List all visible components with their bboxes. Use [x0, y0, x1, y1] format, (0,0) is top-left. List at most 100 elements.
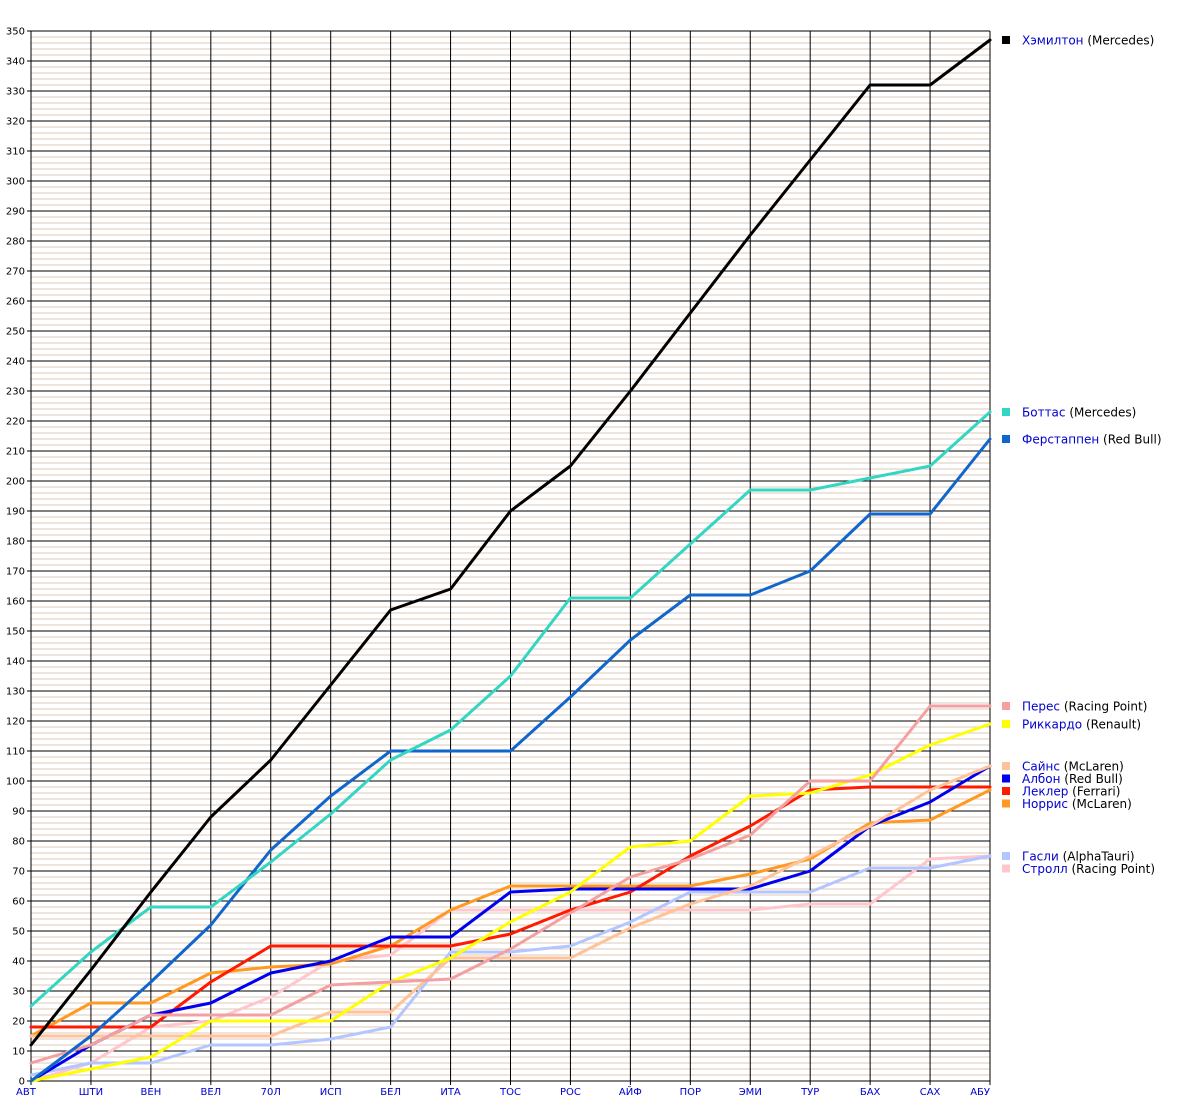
y-tick-label: 200	[6, 477, 25, 488]
y-tick-label: 310	[6, 147, 25, 158]
legend-driver-name: Риккардо	[1022, 718, 1086, 732]
legend-entry: Хэмилтон (Mercedes)	[1002, 34, 1154, 48]
y-tick-label: 120	[6, 717, 25, 728]
legend-label: Леклер (Ferrari)	[1022, 785, 1120, 799]
series-line	[29, 722, 992, 1083]
legend-swatch	[1002, 762, 1010, 770]
x-tick-label: ВЕН	[141, 1087, 162, 1098]
y-tick-label: 270	[6, 267, 25, 278]
series-line	[29, 854, 992, 1077]
y-tick-label: 280	[6, 237, 25, 248]
x-tick-label: ЭМИ	[739, 1087, 762, 1098]
legend-team-name: (Renault)	[1086, 718, 1141, 732]
y-tick-label: 340	[6, 57, 25, 68]
legend-label: Гасли (AlphaTauri)	[1022, 850, 1135, 864]
series-line	[29, 764, 992, 1083]
legend-swatch	[1002, 702, 1010, 710]
series-line	[29, 437, 992, 1083]
y-tick-label: 320	[6, 117, 25, 128]
legend-entry: Перес (Racing Point)	[1002, 700, 1147, 714]
legend-swatch	[1002, 787, 1010, 795]
axes	[27, 30, 991, 1085]
series-line	[29, 38, 992, 1047]
x-tick-label: САХ	[920, 1087, 941, 1098]
y-tick-label: 100	[6, 777, 25, 788]
legend-entry: Албон (Red Bull)	[1002, 772, 1123, 786]
y-tick-label: 330	[6, 87, 25, 98]
series-line	[29, 704, 992, 1065]
y-tick-label: 50	[12, 927, 25, 938]
x-tick-label: ТУР	[800, 1087, 819, 1098]
y-tick-label: 230	[6, 387, 25, 398]
legend-team-name: (Racing Point)	[1064, 700, 1148, 714]
y-tick-label: 130	[6, 687, 25, 698]
y-tick-label: 160	[6, 597, 25, 608]
y-tick-label: 190	[6, 507, 25, 518]
y-tick-label: 210	[6, 447, 25, 458]
x-tick-label: АБУ	[970, 1087, 990, 1098]
y-tick-label: 110	[6, 747, 25, 758]
legend-swatch	[1002, 720, 1010, 728]
legend-entry: Сайнс (McLaren)	[1002, 760, 1124, 774]
legend-team-name: (Mercedes)	[1069, 406, 1136, 420]
legend-entry: Леклер (Ferrari)	[1002, 785, 1120, 799]
legend-label: Сайнс (McLaren)	[1022, 760, 1124, 774]
x-tick-label: ИСП	[320, 1087, 342, 1098]
legend-team-name: (McLaren)	[1064, 760, 1124, 774]
legend-label: Албон (Red Bull)	[1022, 772, 1123, 786]
y-tick-label: 70	[12, 867, 25, 878]
series-line	[29, 854, 992, 1083]
x-tick-label: АВТ	[16, 1087, 37, 1098]
y-tick-label: 240	[6, 357, 25, 368]
legend-swatch	[1002, 774, 1010, 783]
x-tick-label: ВЕЛ	[200, 1087, 221, 1098]
series-line	[29, 785, 992, 1029]
legend-driver-name: Стролл	[1022, 862, 1071, 876]
legend: Хэмилтон (Mercedes)Боттас (Mercedes)Ферс…	[1002, 34, 1162, 876]
legend-driver-name: Албон	[1022, 772, 1064, 786]
y-tick-label: 80	[12, 837, 25, 848]
legend-entry: Боттас (Mercedes)	[1002, 406, 1136, 420]
legend-team-name: (Ferrari)	[1072, 785, 1120, 799]
y-tick-label: 250	[6, 327, 25, 338]
x-tick-label: ИТА	[440, 1087, 461, 1098]
legend-entry: Гасли (AlphaTauri)	[1002, 850, 1135, 864]
y-tick-label: 220	[6, 417, 25, 428]
x-tick-label: ТОС	[499, 1087, 521, 1098]
legend-team-name: (Racing Point)	[1071, 862, 1155, 876]
legend-team-name: (Red Bull)	[1064, 772, 1122, 786]
legend-label: Норрис (McLaren)	[1022, 797, 1132, 811]
legend-label: Перес (Racing Point)	[1022, 700, 1147, 714]
y-tick-label: 10	[12, 1047, 25, 1058]
legend-swatch	[1002, 408, 1010, 416]
y-tick-label: 290	[6, 207, 25, 218]
legend-entry: Риккардо (Renault)	[1002, 718, 1141, 732]
legend-driver-name: Хэмилтон	[1022, 34, 1087, 48]
legend-driver-name: Гасли	[1022, 850, 1063, 864]
legend-label: Хэмилтон (Mercedes)	[1022, 34, 1154, 48]
legend-driver-name: Ферстаппен	[1022, 433, 1103, 447]
legend-swatch	[1002, 799, 1010, 808]
legend-label: Риккардо (Renault)	[1022, 718, 1141, 732]
y-tick-label: 60	[12, 897, 25, 908]
x-tick-label: ШТИ	[79, 1087, 103, 1098]
legend-swatch	[1002, 435, 1010, 443]
y-tick-label: 0	[19, 1077, 25, 1088]
legend-driver-name: Леклер	[1022, 785, 1072, 799]
y-tick-label: 40	[12, 957, 25, 968]
y-tick-label: 150	[6, 627, 25, 638]
y-tick-label: 20	[12, 1017, 25, 1028]
y-tick-label: 180	[6, 537, 25, 548]
x-tick-label: БЕЛ	[380, 1087, 401, 1098]
legend-team-name: (Mercedes)	[1087, 34, 1154, 48]
legend-team-name: (AlphaTauri)	[1063, 850, 1135, 864]
x-tick-label: ПОР	[680, 1087, 701, 1098]
legend-driver-name: Боттас	[1022, 406, 1069, 420]
legend-team-name: (McLaren)	[1072, 797, 1132, 811]
y-tick-label: 140	[6, 657, 25, 668]
y-axis-tick-labels: 0 10 20 30 40 50 60 70 80 90 100 110 120 130 140 150 160…	[6, 27, 25, 1088]
legend-swatch	[1002, 864, 1010, 873]
y-tick-label: 300	[6, 177, 25, 188]
legend-entry: Ферстаппен (Red Bull)	[1002, 433, 1162, 447]
